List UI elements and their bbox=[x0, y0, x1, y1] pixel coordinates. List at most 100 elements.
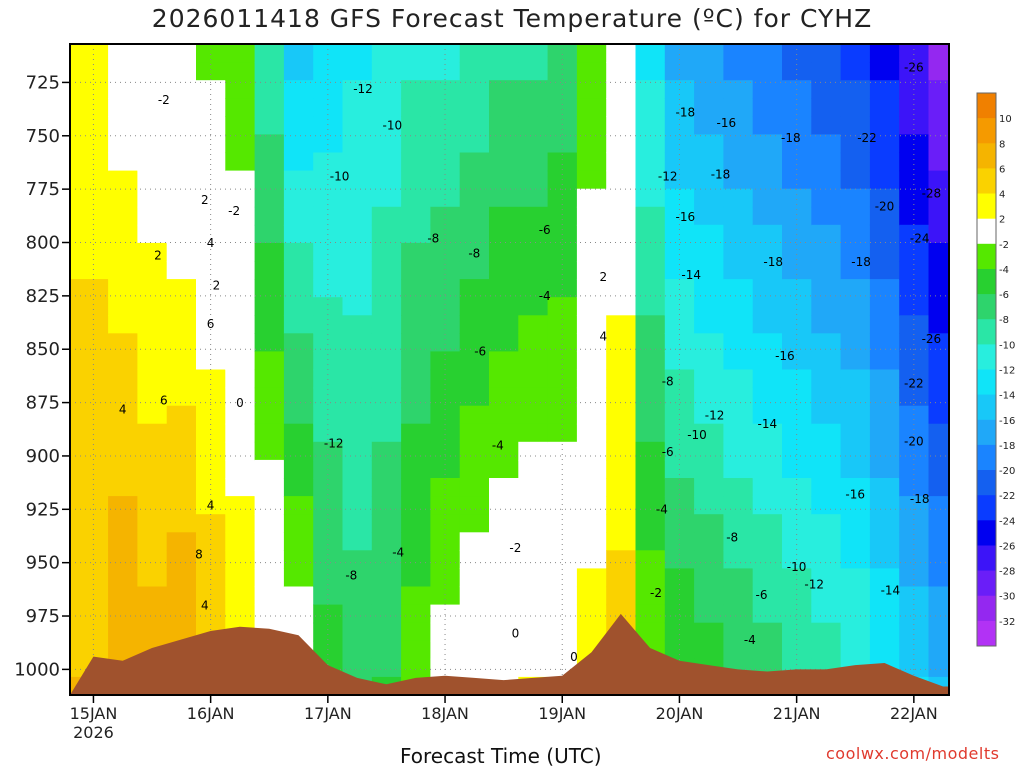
heat-cell bbox=[576, 242, 607, 262]
heat-cell bbox=[635, 586, 666, 606]
heat-cell bbox=[547, 532, 578, 551]
heat-cell bbox=[70, 279, 109, 298]
heat-cell bbox=[869, 297, 900, 316]
heat-cell bbox=[430, 297, 461, 316]
heat-cell bbox=[254, 224, 285, 244]
heat-cell bbox=[664, 478, 695, 497]
heat-cell bbox=[401, 369, 431, 389]
heat-cell bbox=[694, 586, 724, 606]
heat-cell bbox=[401, 80, 431, 99]
heat-cell bbox=[166, 134, 197, 154]
contour-label: -8 bbox=[726, 530, 738, 544]
heat-cell bbox=[811, 478, 842, 497]
heat-cell bbox=[928, 441, 949, 461]
heat-cell bbox=[430, 423, 461, 443]
heat-cell bbox=[254, 188, 285, 208]
heat-cell bbox=[371, 405, 402, 425]
heat-cell bbox=[313, 423, 344, 443]
x-tick-label: 16JAN bbox=[187, 704, 235, 723]
heat-cell bbox=[840, 315, 871, 334]
heat-cell bbox=[606, 604, 637, 624]
heat-cell bbox=[899, 206, 930, 226]
heat-cell bbox=[70, 387, 109, 407]
heat-cell bbox=[196, 297, 226, 316]
heat-cell bbox=[254, 242, 285, 262]
contour-label: -2 bbox=[650, 586, 662, 600]
heat-cell bbox=[70, 333, 109, 352]
heat-cell bbox=[547, 152, 578, 172]
heat-cell bbox=[342, 134, 373, 154]
heat-cell bbox=[313, 405, 344, 425]
heat-cell bbox=[108, 206, 138, 226]
heat-cell bbox=[606, 441, 637, 461]
heat-cell bbox=[840, 550, 871, 569]
heat-cell bbox=[430, 478, 461, 497]
heat-cell bbox=[635, 315, 666, 334]
heat-cell bbox=[869, 80, 900, 99]
heat-cell bbox=[371, 568, 402, 588]
heat-cell bbox=[401, 351, 431, 371]
heat-cell bbox=[928, 532, 949, 551]
heat-cell bbox=[70, 242, 109, 262]
heat-cell bbox=[225, 459, 256, 479]
heat-cell bbox=[782, 62, 812, 81]
heat-cell bbox=[576, 297, 607, 316]
heat-cell bbox=[518, 441, 549, 461]
heat-cell bbox=[254, 550, 285, 569]
heat-cell bbox=[225, 514, 256, 533]
heat-cell bbox=[928, 351, 949, 371]
heat-cell bbox=[635, 279, 666, 298]
heat-cell bbox=[225, 333, 256, 352]
heat-cell bbox=[70, 224, 109, 244]
heat-cell bbox=[576, 550, 607, 569]
heat-cell bbox=[137, 586, 168, 606]
heat-cell bbox=[254, 459, 285, 479]
heat-cell bbox=[547, 568, 578, 588]
heat-cell bbox=[606, 242, 637, 262]
heat-cell bbox=[166, 423, 197, 443]
heat-cell bbox=[869, 279, 900, 298]
contour-label: -18 bbox=[763, 255, 783, 269]
heat-cell bbox=[635, 333, 666, 352]
heat-cell bbox=[782, 604, 812, 624]
heat-cell bbox=[489, 387, 519, 407]
heat-cell bbox=[225, 152, 256, 172]
contour-label: -4 bbox=[492, 439, 504, 453]
heat-cell bbox=[137, 514, 168, 533]
heat-cell bbox=[108, 80, 138, 99]
heat-cell bbox=[283, 496, 314, 515]
heat-cell bbox=[489, 116, 519, 135]
contour-label: -16 bbox=[716, 116, 736, 130]
contour-label: 4 bbox=[599, 330, 607, 344]
heat-cell bbox=[811, 423, 842, 443]
heat-cell bbox=[635, 170, 666, 190]
heat-cell bbox=[371, 604, 402, 624]
heat-cell bbox=[782, 116, 812, 135]
heat-cell bbox=[752, 441, 783, 461]
heat-cell bbox=[283, 224, 314, 244]
heat-cell bbox=[225, 297, 256, 316]
heat-cell bbox=[459, 423, 490, 443]
heat-cell bbox=[196, 152, 226, 172]
heat-cell bbox=[576, 224, 607, 244]
heat-cell bbox=[342, 333, 373, 352]
heat-cell bbox=[635, 188, 666, 208]
heat-cell bbox=[70, 152, 109, 172]
heat-cell bbox=[401, 622, 431, 642]
heat-cell bbox=[928, 568, 949, 588]
heat-cell bbox=[840, 568, 871, 588]
heat-cell bbox=[635, 134, 666, 154]
colorbar-swatch bbox=[977, 545, 996, 572]
heat-cell bbox=[869, 586, 900, 606]
contour-label: -4 bbox=[656, 503, 668, 517]
heat-cell bbox=[782, 279, 812, 298]
heat-cell bbox=[137, 224, 168, 244]
heat-cell bbox=[576, 134, 607, 154]
heat-cell bbox=[489, 441, 519, 461]
heat-cell bbox=[313, 206, 344, 226]
heat-cell bbox=[196, 98, 226, 117]
heat-cell bbox=[137, 532, 168, 551]
heat-cell bbox=[547, 496, 578, 515]
heat-cell bbox=[313, 44, 344, 63]
heat-cell bbox=[723, 261, 754, 280]
